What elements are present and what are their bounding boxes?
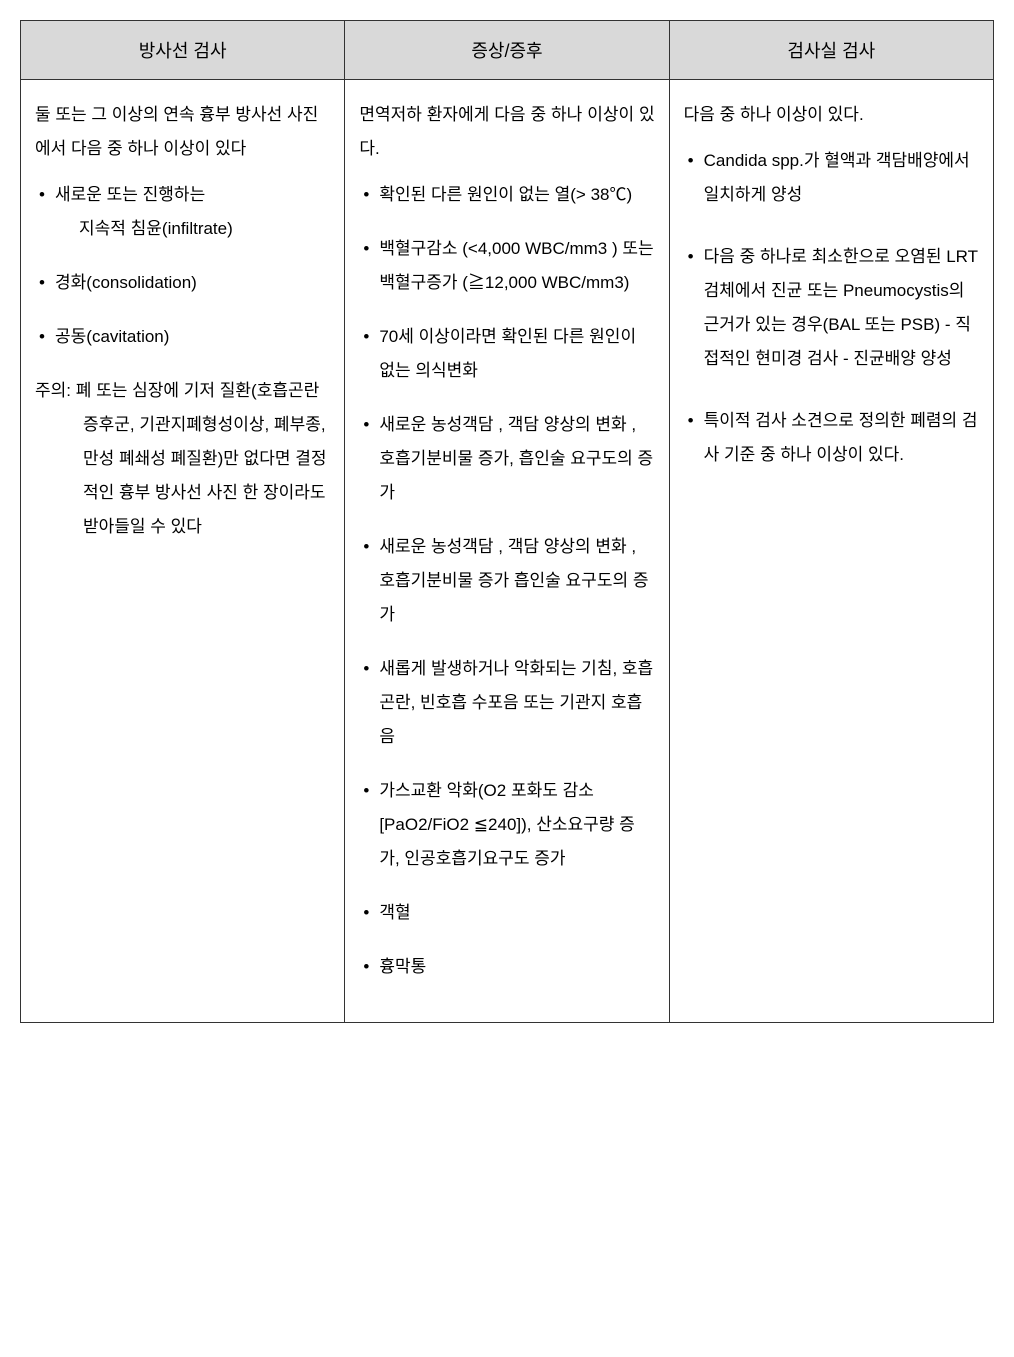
header-radiology: 방사선 검사 bbox=[21, 21, 345, 80]
note-label: 주의: bbox=[35, 381, 71, 400]
list-item: 확인된 다른 원인이 없는 열(> 38℃) bbox=[359, 178, 654, 212]
laboratory-intro: 다음 중 하나 이상이 있다. bbox=[684, 98, 979, 132]
list-item: 흉막통 bbox=[359, 950, 654, 984]
radiology-intro: 둘 또는 그 이상의 연속 흉부 방사선 사진에서 다음 중 하나 이상이 있다 bbox=[35, 98, 330, 166]
list-item: 새로운 농성객담 , 객담 양상의 변화 , 호흡기분비물 증가 흡인술 요구도… bbox=[359, 530, 654, 632]
laboratory-item-1: 다음 중 하나로 최소한으로 오염된 LRT 검체에서 진균 또는 Pneumo… bbox=[704, 247, 978, 368]
note-body: 폐 또는 심장에 기저 질환(호흡곤란증후군, 기관지폐형성이상, 폐부종, 만… bbox=[76, 381, 327, 536]
laboratory-item-0: Candida spp.가 혈액과 객담배양에서 일치하게 양성 bbox=[704, 151, 970, 204]
header-symptoms: 증상/증후 bbox=[345, 21, 669, 80]
header-laboratory: 검사실 검사 bbox=[669, 21, 993, 80]
laboratory-list: Candida spp.가 혈액과 객담배양에서 일치하게 양성 다음 중 하나… bbox=[684, 144, 979, 472]
list-item: 객혈 bbox=[359, 896, 654, 930]
symptoms-item-8: 흉막통 bbox=[379, 957, 426, 976]
list-item: 가스교환 악화(O2 포화도 감소 [PaO2/FiO2 ≦240]), 산소요… bbox=[359, 774, 654, 876]
radiology-item-2: 공동(cavitation) bbox=[55, 327, 169, 346]
symptoms-item-7: 객혈 bbox=[379, 903, 410, 922]
radiology-item-0: 새로운 또는 진행하는 bbox=[55, 185, 205, 204]
symptoms-item-2: 70세 이상이라면 확인된 다른 원인이 없는 의식변화 bbox=[379, 327, 636, 380]
list-item: 70세 이상이라면 확인된 다른 원인이 없는 의식변화 bbox=[359, 320, 654, 388]
medical-criteria-table-container: 방사선 검사 증상/증후 검사실 검사 둘 또는 그 이상의 연속 흉부 방사선… bbox=[20, 20, 994, 1023]
list-item: 특이적 검사 소견으로 정의한 폐렴의 검사 기준 중 하나 이상이 있다. bbox=[684, 404, 979, 472]
medical-criteria-table: 방사선 검사 증상/증후 검사실 검사 둘 또는 그 이상의 연속 흉부 방사선… bbox=[20, 20, 994, 1023]
radiology-item-1: 경화(consolidation) bbox=[55, 273, 197, 292]
cell-radiology: 둘 또는 그 이상의 연속 흉부 방사선 사진에서 다음 중 하나 이상이 있다… bbox=[21, 80, 345, 1023]
list-item: 백혈구감소 (<4,000 WBC/mm3 ) 또는 백혈구증가 (≧12,00… bbox=[359, 232, 654, 300]
symptoms-item-0: 확인된 다른 원인이 없는 열(> 38℃) bbox=[379, 185, 632, 204]
symptoms-item-3: 새로운 농성객담 , 객담 양상의 변화 , 호흡기분비물 증가, 흡인술 요구… bbox=[379, 415, 653, 502]
list-item: 새롭게 발생하거나 악화되는 기침, 호흡곤란, 빈호흡 수포음 또는 기관지 … bbox=[359, 652, 654, 754]
list-item: 공동(cavitation) bbox=[35, 320, 330, 354]
list-item: Candida spp.가 혈액과 객담배양에서 일치하게 양성 bbox=[684, 144, 979, 212]
cell-symptoms: 면역저하 환자에게 다음 중 하나 이상이 있다. 확인된 다른 원인이 없는 … bbox=[345, 80, 669, 1023]
symptoms-item-5: 새롭게 발생하거나 악화되는 기침, 호흡곤란, 빈호흡 수포음 또는 기관지 … bbox=[379, 659, 653, 746]
symptoms-item-6: 가스교환 악화(O2 포화도 감소 [PaO2/FiO2 ≦240]), 산소요… bbox=[379, 781, 634, 868]
list-item: 경화(consolidation) bbox=[35, 266, 330, 300]
radiology-note: 주의: 폐 또는 심장에 기저 질환(호흡곤란증후군, 기관지폐형성이상, 폐부… bbox=[35, 374, 330, 544]
list-item: 다음 중 하나로 최소한으로 오염된 LRT 검체에서 진균 또는 Pneumo… bbox=[684, 240, 979, 376]
table-header-row: 방사선 검사 증상/증후 검사실 검사 bbox=[21, 21, 994, 80]
symptoms-list: 확인된 다른 원인이 없는 열(> 38℃) 백혈구감소 (<4,000 WBC… bbox=[359, 178, 654, 984]
symptoms-intro: 면역저하 환자에게 다음 중 하나 이상이 있다. bbox=[359, 98, 654, 166]
symptoms-item-1: 백혈구감소 (<4,000 WBC/mm3 ) 또는 백혈구증가 (≧12,00… bbox=[379, 239, 653, 292]
symptoms-item-4: 새로운 농성객담 , 객담 양상의 변화 , 호흡기분비물 증가 흡인술 요구도… bbox=[379, 537, 648, 624]
laboratory-item-2: 특이적 검사 소견으로 정의한 폐렴의 검사 기준 중 하나 이상이 있다. bbox=[704, 411, 978, 464]
list-item: 새로운 농성객담 , 객담 양상의 변화 , 호흡기분비물 증가, 흡인술 요구… bbox=[359, 408, 654, 510]
list-item: 새로운 또는 진행하는 지속적 침윤(infiltrate) bbox=[35, 178, 330, 246]
radiology-item-0-sub: 지속적 침윤(infiltrate) bbox=[55, 212, 330, 246]
radiology-list: 새로운 또는 진행하는 지속적 침윤(infiltrate) 경화(consol… bbox=[35, 178, 330, 354]
cell-laboratory: 다음 중 하나 이상이 있다. Candida spp.가 혈액과 객담배양에서… bbox=[669, 80, 993, 1023]
table-body-row: 둘 또는 그 이상의 연속 흉부 방사선 사진에서 다음 중 하나 이상이 있다… bbox=[21, 80, 994, 1023]
